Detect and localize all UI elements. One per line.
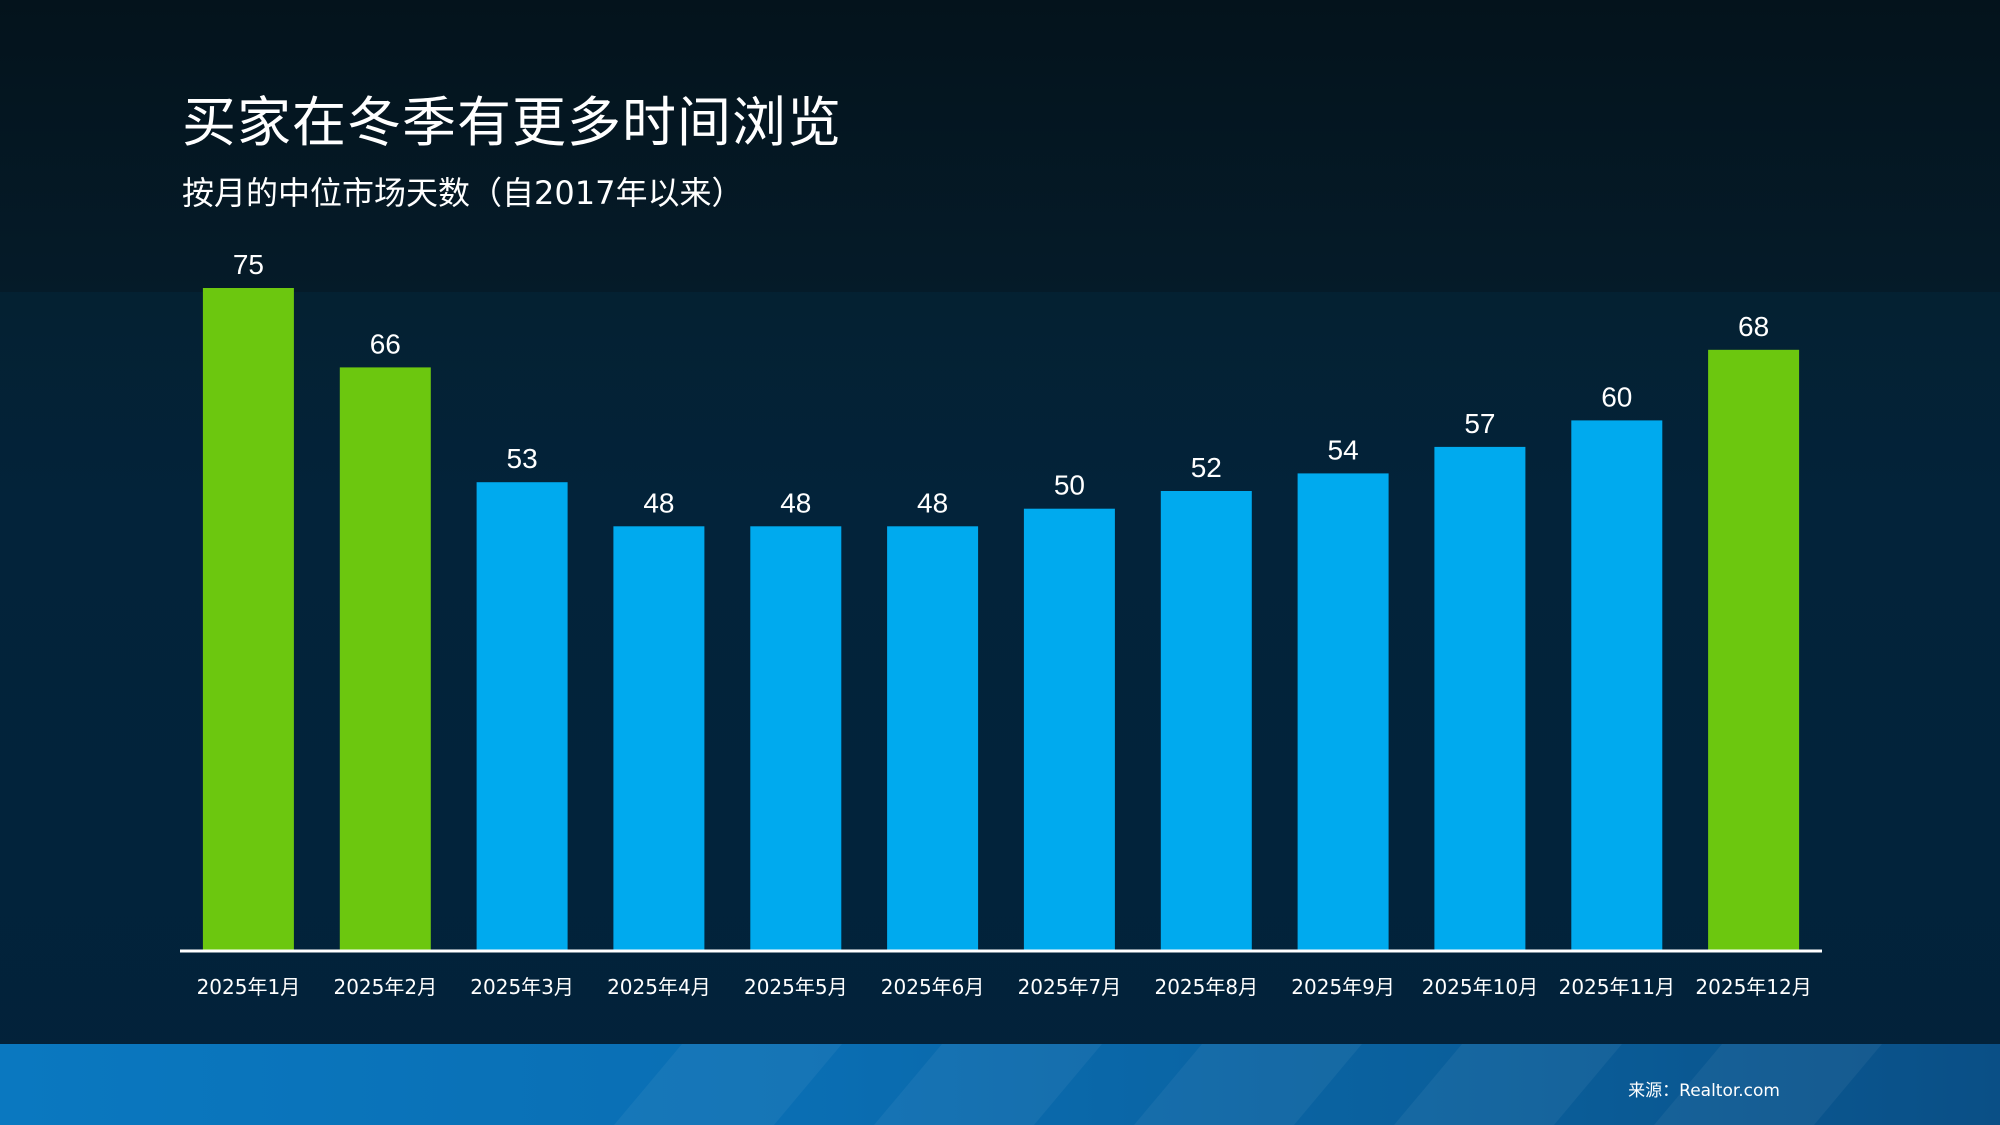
data-label-12: 68 — [1738, 311, 1769, 342]
data-label-11: 60 — [1601, 381, 1632, 412]
data-label-5: 48 — [780, 487, 811, 518]
x-tick-label-4: 2025年4月 — [607, 975, 711, 999]
bar-1 — [202, 288, 294, 950]
bar-9 — [1297, 473, 1389, 950]
bar-2 — [339, 367, 431, 950]
x-tick-label-9: 2025年9月 — [1291, 975, 1395, 999]
footer-stripe — [581, 1044, 859, 1125]
x-tick-label-8: 2025年8月 — [1154, 975, 1258, 999]
bar-6 — [887, 526, 979, 950]
data-label-6: 48 — [917, 487, 948, 518]
x-tick-label-12: 2025年12月 — [1695, 975, 1811, 999]
x-tick-label-6: 2025年6月 — [881, 975, 985, 999]
bar-4 — [613, 526, 705, 950]
x-tick-label-3: 2025年3月 — [470, 975, 574, 999]
data-label-10: 57 — [1464, 408, 1495, 439]
bar-10 — [1434, 446, 1526, 950]
footer-stripe — [841, 1044, 1119, 1125]
data-label-2: 66 — [370, 328, 401, 359]
bar-8 — [1160, 491, 1252, 950]
header-band — [0, 0, 2000, 292]
data-label-7: 50 — [1054, 470, 1085, 501]
data-label-8: 52 — [1191, 452, 1222, 483]
chart-subtitle: 按月的中位市场天数（自2017年以来） — [182, 174, 744, 212]
x-tick-label-11: 2025年11月 — [1559, 975, 1675, 999]
x-tick-label-5: 2025年5月 — [744, 975, 848, 999]
x-tick-label-10: 2025年10月 — [1422, 975, 1538, 999]
data-label-1: 75 — [233, 249, 264, 280]
source-note: 来源：Realtor.com — [1628, 1081, 1780, 1101]
x-tick-label-1: 2025年1月 — [197, 975, 301, 999]
bar-5 — [750, 526, 842, 950]
bar-7 — [1023, 508, 1115, 950]
bar-12 — [1708, 349, 1800, 950]
footer-bar: 来源：Realtor.com — [0, 1044, 2000, 1125]
footer-stripe — [1361, 1044, 1639, 1125]
data-label-4: 48 — [643, 487, 674, 518]
bar-11 — [1571, 420, 1663, 950]
data-label-3: 53 — [507, 443, 538, 474]
x-tick-label-7: 2025年7月 — [1018, 975, 1122, 999]
bar-3 — [476, 482, 568, 950]
chart-title: 买家在冬季有更多时间浏览 — [182, 91, 842, 154]
data-label-9: 54 — [1328, 434, 1359, 465]
bar-chart: 75 2025年1月 66 2025年2月 53 2025年3月 48 2025年4月 48 20… — [197, 249, 1811, 999]
footer-stripe — [1101, 1044, 1379, 1125]
x-tick-label-2: 2025年2月 — [333, 975, 437, 999]
